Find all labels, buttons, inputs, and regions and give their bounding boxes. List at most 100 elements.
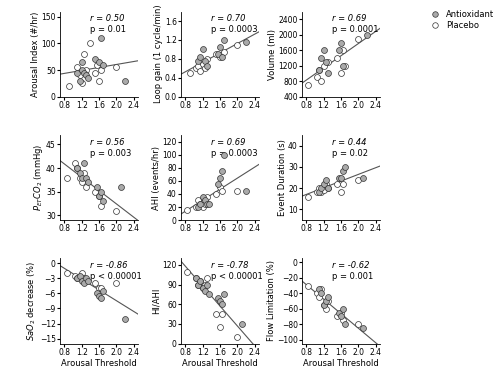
- Point: [198, 285, 206, 291]
- Point: [112, 208, 120, 214]
- Point: [196, 201, 204, 207]
- Point: [90, 280, 98, 286]
- Point: [337, 70, 345, 76]
- X-axis label: Arousal Threshold: Arousal Threshold: [182, 359, 258, 369]
- Point: [339, 63, 347, 69]
- Text: r = -0.62: r = -0.62: [332, 261, 369, 270]
- Point: [203, 281, 211, 288]
- Point: [313, 190, 321, 196]
- Point: [324, 185, 332, 191]
- Y-axis label: Arousal Index (#/hr): Arousal Index (#/hr): [31, 12, 40, 97]
- Point: [97, 189, 105, 195]
- Y-axis label: $P_{ET}CO_2$ (mmHg): $P_{ET}CO_2$ (mmHg): [32, 144, 44, 211]
- Point: [78, 179, 86, 185]
- Point: [62, 174, 70, 181]
- Point: [196, 278, 204, 284]
- Point: [337, 174, 345, 181]
- Point: [339, 306, 347, 312]
- Point: [316, 66, 324, 73]
- Point: [71, 273, 79, 279]
- Point: [95, 293, 103, 299]
- Point: [121, 78, 129, 84]
- Point: [318, 55, 326, 61]
- Point: [198, 194, 206, 200]
- Point: [304, 82, 312, 88]
- Point: [196, 201, 204, 207]
- Point: [320, 181, 328, 187]
- Point: [332, 181, 340, 187]
- Point: [198, 204, 206, 210]
- Point: [242, 188, 250, 194]
- Point: [324, 70, 332, 76]
- Point: [218, 301, 226, 307]
- Point: [82, 184, 90, 190]
- Y-axis label: HI/AHI: HI/AHI: [152, 288, 161, 314]
- Point: [358, 174, 366, 181]
- Point: [335, 174, 343, 181]
- Point: [337, 190, 345, 196]
- Point: [342, 164, 349, 170]
- Point: [216, 174, 224, 181]
- Point: [198, 46, 206, 52]
- Point: [78, 80, 86, 86]
- Point: [116, 184, 124, 190]
- Point: [318, 190, 326, 196]
- Point: [80, 170, 88, 176]
- Point: [318, 185, 326, 191]
- Point: [214, 295, 222, 301]
- Point: [100, 288, 108, 294]
- Point: [234, 42, 241, 48]
- Point: [220, 49, 228, 55]
- Point: [238, 321, 246, 327]
- Point: [74, 275, 82, 281]
- Point: [90, 56, 98, 63]
- Point: [203, 201, 211, 207]
- Point: [62, 270, 70, 276]
- Point: [192, 275, 200, 281]
- Point: [218, 53, 226, 59]
- Point: [121, 315, 129, 322]
- Point: [212, 311, 220, 317]
- Point: [80, 160, 88, 166]
- Point: [322, 298, 330, 304]
- Point: [95, 193, 103, 200]
- Point: [304, 283, 312, 289]
- Point: [203, 275, 211, 281]
- Point: [339, 47, 347, 53]
- Point: [97, 203, 105, 209]
- Point: [76, 170, 84, 176]
- Point: [337, 313, 345, 320]
- Text: p = 0.0003: p = 0.0003: [210, 149, 258, 157]
- Point: [212, 51, 220, 57]
- Point: [316, 190, 324, 196]
- Y-axis label: Loop gain (1 cycle/min): Loop gain (1 cycle/min): [154, 5, 164, 103]
- Point: [80, 275, 88, 281]
- Point: [196, 68, 204, 74]
- Point: [80, 51, 88, 57]
- Text: p = 0.0003: p = 0.0003: [210, 25, 258, 34]
- Point: [332, 55, 340, 61]
- Point: [194, 63, 202, 69]
- Point: [214, 51, 222, 57]
- Text: r = 0.50: r = 0.50: [90, 14, 124, 23]
- Point: [216, 324, 224, 330]
- Point: [320, 63, 328, 69]
- Point: [64, 83, 72, 89]
- Point: [201, 58, 209, 64]
- Point: [318, 286, 326, 293]
- Point: [212, 191, 220, 197]
- Point: [339, 181, 347, 187]
- Point: [71, 160, 79, 166]
- Point: [313, 74, 321, 80]
- Text: r = 0.44: r = 0.44: [332, 137, 366, 147]
- Point: [76, 273, 84, 279]
- Point: [324, 59, 332, 65]
- Point: [354, 177, 362, 183]
- Point: [201, 65, 209, 71]
- Point: [203, 63, 211, 69]
- Point: [97, 35, 105, 41]
- Point: [318, 78, 326, 84]
- Point: [76, 273, 84, 279]
- Text: p < 0.00001: p < 0.00001: [90, 272, 142, 281]
- Point: [192, 204, 200, 210]
